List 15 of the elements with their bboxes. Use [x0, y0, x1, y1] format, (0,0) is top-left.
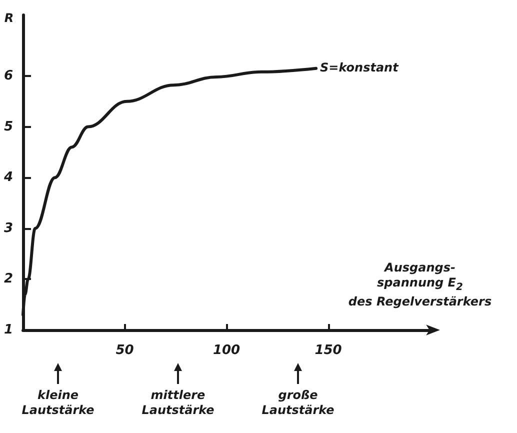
x-tick-label: 150 [314, 343, 342, 358]
text: kleine Lautstärke [22, 388, 94, 418]
y-tick-label: 4 [2, 170, 13, 186]
y-tick-label: 6 [4, 68, 13, 84]
x-axis-title: Ausgangs- spannung E$_{2}$ des Regelverstärkers [348, 260, 492, 310]
x-tick-label: 50 [116, 343, 134, 358]
text: große Lautstärke [262, 388, 334, 418]
x-tick-label: 100 [212, 343, 240, 358]
y-tick-label: 2 [4, 272, 13, 287]
annotation: S=konstant [320, 60, 398, 76]
y-tick-label: 5 [4, 119, 13, 134]
y-tick-label: 1 [4, 322, 13, 338]
y-tick-label: 3 [4, 220, 13, 236]
y-axis-title: R [4, 11, 14, 26]
text: mittlere Lautstärke [142, 388, 214, 418]
